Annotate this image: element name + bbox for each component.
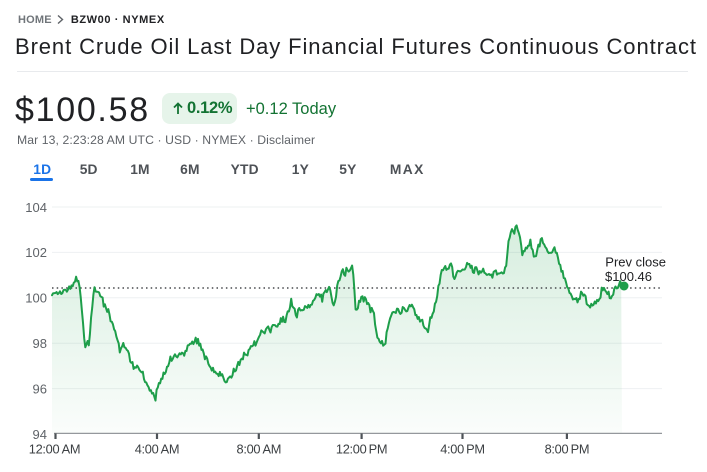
svg-text:Prev close: Prev close bbox=[605, 255, 666, 270]
svg-text:98: 98 bbox=[33, 336, 47, 351]
svg-text:8:00 AM: 8:00 AM bbox=[237, 442, 282, 457]
svg-text:8:00 PM: 8:00 PM bbox=[545, 442, 590, 457]
svg-text:4:00 PM: 4:00 PM bbox=[440, 442, 485, 457]
svg-text:102: 102 bbox=[25, 245, 47, 260]
svg-text:104: 104 bbox=[25, 200, 47, 215]
svg-text:$100.46: $100.46 bbox=[605, 269, 652, 284]
svg-text:96: 96 bbox=[33, 381, 47, 396]
svg-text:94: 94 bbox=[33, 427, 47, 442]
svg-text:4:00 AM: 4:00 AM bbox=[135, 442, 180, 457]
svg-text:100: 100 bbox=[25, 291, 47, 306]
svg-text:12:00 PM: 12:00 PM bbox=[336, 442, 387, 457]
svg-text:12:00 AM: 12:00 AM bbox=[29, 442, 80, 457]
